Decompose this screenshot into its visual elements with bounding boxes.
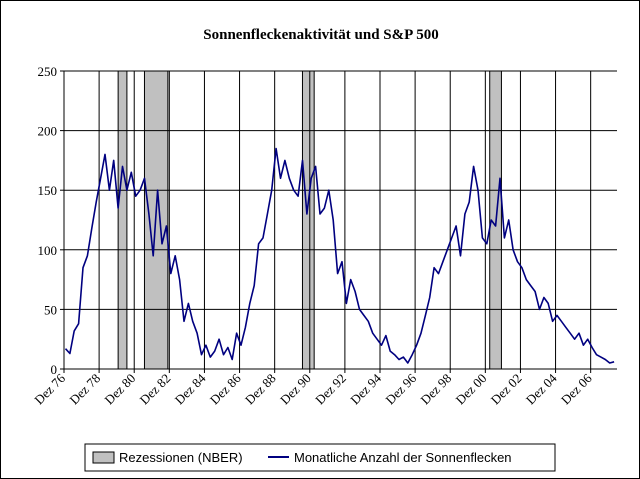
x-tick-label: Dez 00: [453, 371, 490, 408]
x-tick-label: Dez 86: [207, 370, 244, 407]
y-tick-label: 200: [38, 124, 58, 139]
gridlines: [64, 70, 617, 369]
y-tick-labels: 0 50 100 150 200 250: [38, 64, 64, 377]
chart-title: Sonnenfleckenaktivität und S&P 500: [203, 27, 438, 43]
legend: Rezessionen (NBER) Monatliche Anzahl der…: [84, 443, 556, 472]
recession-band: [117, 70, 128, 370]
x-tick-label: Dez 02: [488, 371, 525, 408]
y-tick-label: 150: [38, 183, 58, 198]
x-tick-label: Dez 88: [242, 371, 279, 408]
x-tick-label: Dez 84: [172, 370, 209, 407]
y-tick-label: 0: [51, 362, 58, 377]
legend-label-recession: Rezessionen (NBER): [119, 450, 243, 465]
y-tick-label: 50: [44, 302, 57, 317]
sunspot-line: [64, 147, 615, 364]
x-tick-label: Dez 90: [277, 371, 314, 408]
y-tick-label: 250: [38, 64, 58, 79]
axes: [63, 71, 617, 370]
legend-box: [84, 443, 556, 472]
x-tick-label: Dez 96: [382, 370, 419, 407]
legend-label-sunspots: Monatliche Anzahl der Sonnenflecken: [294, 450, 512, 465]
series-layer: [64, 147, 615, 364]
y-tick-label: 100: [38, 243, 58, 258]
x-tick-label: Dez 78: [66, 371, 103, 408]
x-tick-label: Dez 92: [312, 371, 349, 408]
recession-band: [301, 70, 315, 370]
x-tick-label: Dez 06: [558, 370, 595, 407]
x-tick-label: Dez 98: [417, 371, 454, 408]
x-tick-label: Dez 80: [101, 371, 138, 408]
legend-swatch-recession: [92, 451, 115, 464]
x-tick-label: Dez 04: [523, 370, 560, 407]
x-tick-label: Dez 94: [347, 370, 384, 407]
x-tick-label: Dez 82: [137, 371, 174, 408]
